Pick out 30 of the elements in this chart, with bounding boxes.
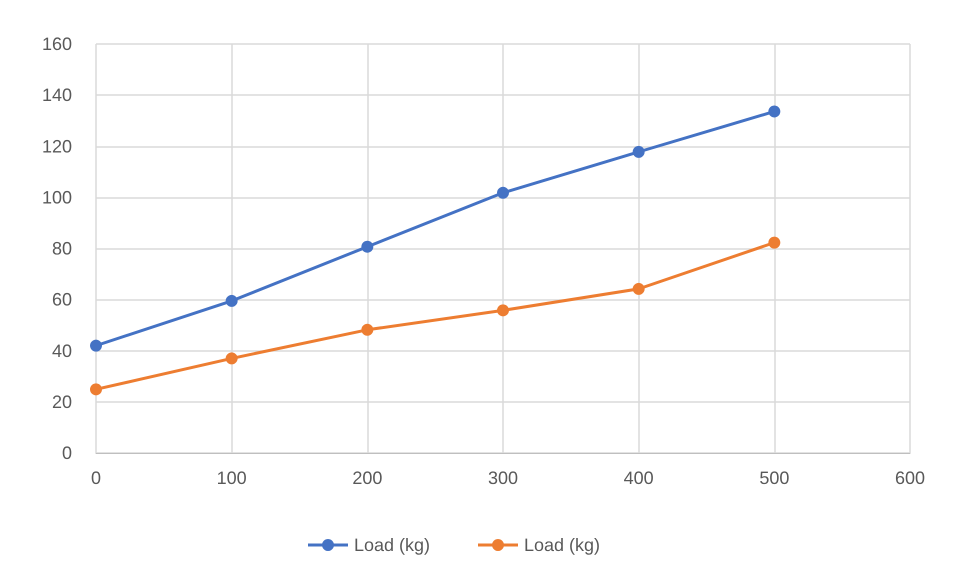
y-tick-label: 40 [52, 340, 72, 361]
point [632, 146, 645, 158]
y-tick-label: 20 [52, 392, 72, 412]
x-tick-label: 600 [894, 468, 926, 488]
legend-label: Load (kg) [524, 535, 600, 555]
point [497, 186, 509, 199]
point [768, 236, 780, 249]
y-tick-label: 60 [52, 290, 72, 310]
x-tick-label: 200 [352, 468, 382, 488]
y-tick-label: 80 [52, 238, 72, 258]
x-tick-label: 300 [488, 468, 518, 488]
legend-label: Load (kg) [354, 535, 430, 555]
x-tick-label: 100 [216, 468, 247, 488]
point [632, 282, 645, 295]
point [90, 383, 102, 396]
x-tick-label: 0 [90, 468, 102, 488]
y-tick-label: 140 [42, 85, 72, 106]
y-tick-label: 160 [42, 34, 72, 54]
point [90, 340, 102, 352]
point [768, 105, 780, 118]
x-tick-label: 400 [624, 468, 654, 488]
y-tick-label: 100 [42, 187, 72, 208]
y-tick-label: 120 [42, 136, 72, 156]
point [361, 324, 374, 336]
point [226, 352, 238, 364]
point [497, 304, 509, 316]
point [361, 240, 374, 253]
x-tick-label: 500 [759, 468, 790, 488]
point [226, 294, 238, 307]
y-tick-label: 0 [62, 443, 72, 463]
